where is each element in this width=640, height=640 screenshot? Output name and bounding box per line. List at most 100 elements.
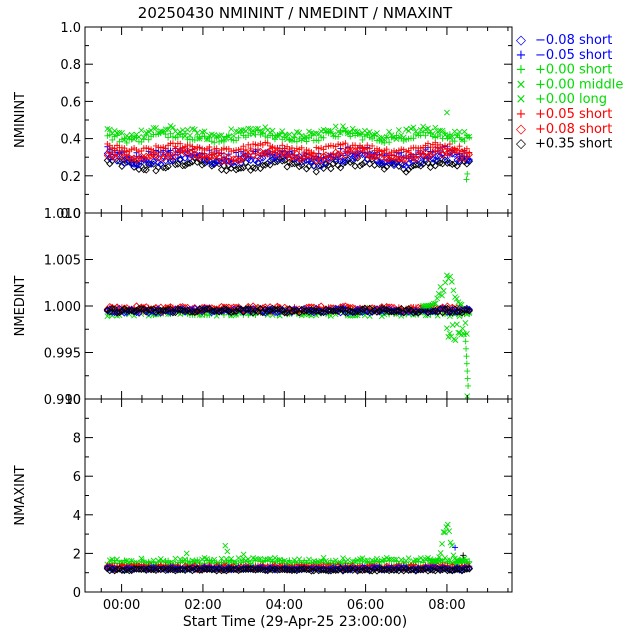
data-point bbox=[462, 320, 469, 326]
x-tick-label: 00:00 bbox=[103, 598, 140, 613]
data-point bbox=[329, 307, 337, 315]
data-point bbox=[426, 151, 435, 159]
data-point bbox=[106, 566, 114, 575]
data-point bbox=[414, 150, 422, 159]
x-tick-label: 08:00 bbox=[428, 598, 465, 613]
data-point bbox=[378, 304, 386, 312]
data-point bbox=[123, 566, 131, 574]
data-point bbox=[196, 153, 204, 162]
data-point bbox=[378, 565, 386, 573]
data-point bbox=[434, 146, 442, 154]
data-point bbox=[106, 126, 113, 133]
data-point bbox=[288, 565, 296, 573]
data-point bbox=[400, 156, 408, 164]
data-point bbox=[228, 126, 235, 133]
data-point bbox=[410, 135, 417, 142]
legend: ◇ −0.08 short + −0.05 short + +0.00 short × +0.… bbox=[516, 33, 624, 152]
data-point bbox=[138, 127, 145, 134]
data-point bbox=[310, 150, 317, 157]
data-point bbox=[458, 301, 465, 308]
data-point bbox=[463, 145, 470, 152]
data-point bbox=[414, 309, 422, 317]
data-point bbox=[315, 137, 322, 144]
data-point bbox=[352, 128, 359, 135]
data-point bbox=[206, 143, 213, 150]
data-point bbox=[324, 307, 333, 315]
data-point bbox=[327, 313, 334, 319]
data-point bbox=[337, 130, 344, 136]
data-point bbox=[250, 557, 257, 564]
data-point bbox=[252, 125, 259, 132]
data-point bbox=[447, 539, 454, 546]
data-point bbox=[159, 152, 167, 160]
data-point bbox=[150, 147, 157, 154]
data-point bbox=[404, 308, 413, 316]
data-point bbox=[380, 566, 388, 574]
data-point bbox=[461, 558, 468, 565]
data-point bbox=[446, 566, 454, 574]
data-point bbox=[319, 566, 328, 574]
data-point bbox=[238, 127, 244, 133]
data-point bbox=[446, 330, 453, 337]
data-point bbox=[455, 154, 464, 162]
data-point bbox=[322, 151, 330, 159]
data-point bbox=[183, 160, 192, 168]
y-tick-label: 1.0 bbox=[60, 21, 81, 36]
data-point bbox=[171, 160, 180, 169]
data-point bbox=[176, 566, 184, 574]
data-point bbox=[132, 565, 141, 573]
legend-entry: −0.05 short bbox=[535, 48, 612, 63]
data-point bbox=[157, 150, 165, 158]
data-point bbox=[247, 125, 254, 132]
data-point bbox=[254, 565, 262, 574]
data-point bbox=[390, 161, 398, 170]
data-point bbox=[208, 566, 216, 574]
data-point bbox=[310, 306, 318, 315]
data-point bbox=[174, 149, 182, 157]
data-point bbox=[234, 305, 243, 313]
data-point bbox=[429, 130, 436, 137]
data-point bbox=[136, 133, 142, 140]
data-point bbox=[465, 305, 473, 314]
y-tick-label: 10 bbox=[64, 393, 81, 408]
data-points bbox=[103, 109, 473, 575]
data-point bbox=[187, 132, 193, 139]
data-point bbox=[310, 567, 318, 575]
data-point bbox=[385, 307, 393, 316]
data-point bbox=[453, 321, 460, 328]
y-tick-label: 0.0 bbox=[60, 207, 81, 222]
data-point bbox=[147, 160, 155, 168]
data-point bbox=[302, 565, 311, 574]
data-point bbox=[464, 368, 471, 375]
data-point bbox=[322, 160, 330, 169]
data-point bbox=[441, 529, 448, 536]
data-point bbox=[266, 161, 274, 169]
data-point bbox=[162, 157, 170, 165]
data-point bbox=[431, 300, 437, 307]
data-point bbox=[237, 156, 245, 164]
data-point bbox=[193, 158, 201, 166]
data-point bbox=[204, 136, 210, 143]
data-point bbox=[183, 565, 192, 573]
data-point bbox=[463, 306, 471, 314]
data-point bbox=[142, 308, 150, 316]
data-point bbox=[444, 109, 450, 116]
data-point bbox=[421, 155, 430, 163]
data-point bbox=[162, 126, 169, 133]
data-point bbox=[368, 308, 376, 316]
data-point bbox=[463, 345, 470, 352]
data-point bbox=[247, 565, 255, 573]
data-point bbox=[284, 136, 291, 143]
data-point bbox=[465, 565, 473, 573]
data-point bbox=[417, 162, 425, 170]
data-point bbox=[443, 566, 452, 575]
data-point bbox=[366, 152, 374, 160]
data-point bbox=[172, 555, 179, 562]
data-point bbox=[366, 129, 373, 135]
data-point bbox=[296, 129, 303, 136]
data-point bbox=[448, 278, 455, 285]
data-point bbox=[234, 156, 243, 165]
data-point bbox=[245, 141, 252, 148]
data-point bbox=[462, 338, 469, 345]
data-point bbox=[125, 307, 133, 315]
